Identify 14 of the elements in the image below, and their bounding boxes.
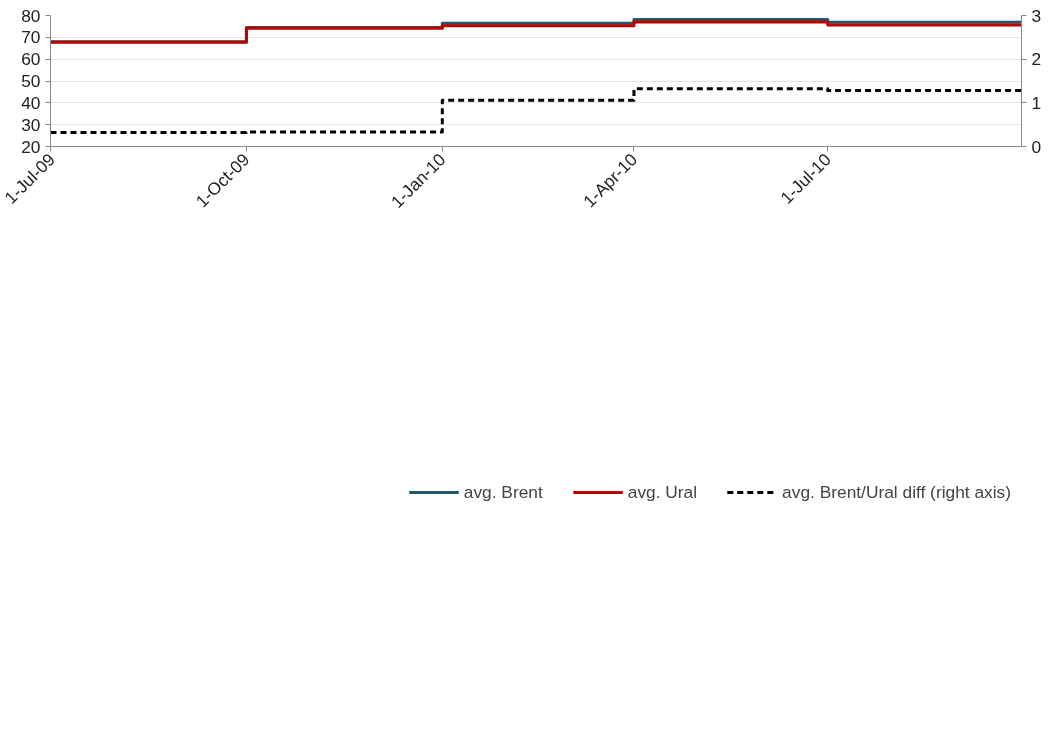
legend-label: avg. Brent — [463, 481, 543, 503]
y2-tick-label: 2 — [1031, 49, 1042, 70]
y2-tick-label: 1 — [1031, 92, 1042, 113]
y2-tick-label: 3 — [1031, 5, 1042, 26]
y2-tick-label: 0 — [1031, 136, 1042, 157]
y-tick-label: 80 — [21, 5, 41, 26]
y-tick-label: 30 — [21, 114, 41, 135]
legend-label: avg. Brent/Ural diff (right axis) — [782, 481, 1011, 503]
y-tick-label: 70 — [21, 27, 41, 48]
y-tick-label: 40 — [21, 92, 41, 113]
legend-label: avg. Ural — [627, 481, 698, 503]
y-tick-label: 50 — [21, 71, 41, 91]
y-tick-label: 20 — [21, 136, 41, 157]
y-tick-label: 60 — [21, 49, 41, 70]
